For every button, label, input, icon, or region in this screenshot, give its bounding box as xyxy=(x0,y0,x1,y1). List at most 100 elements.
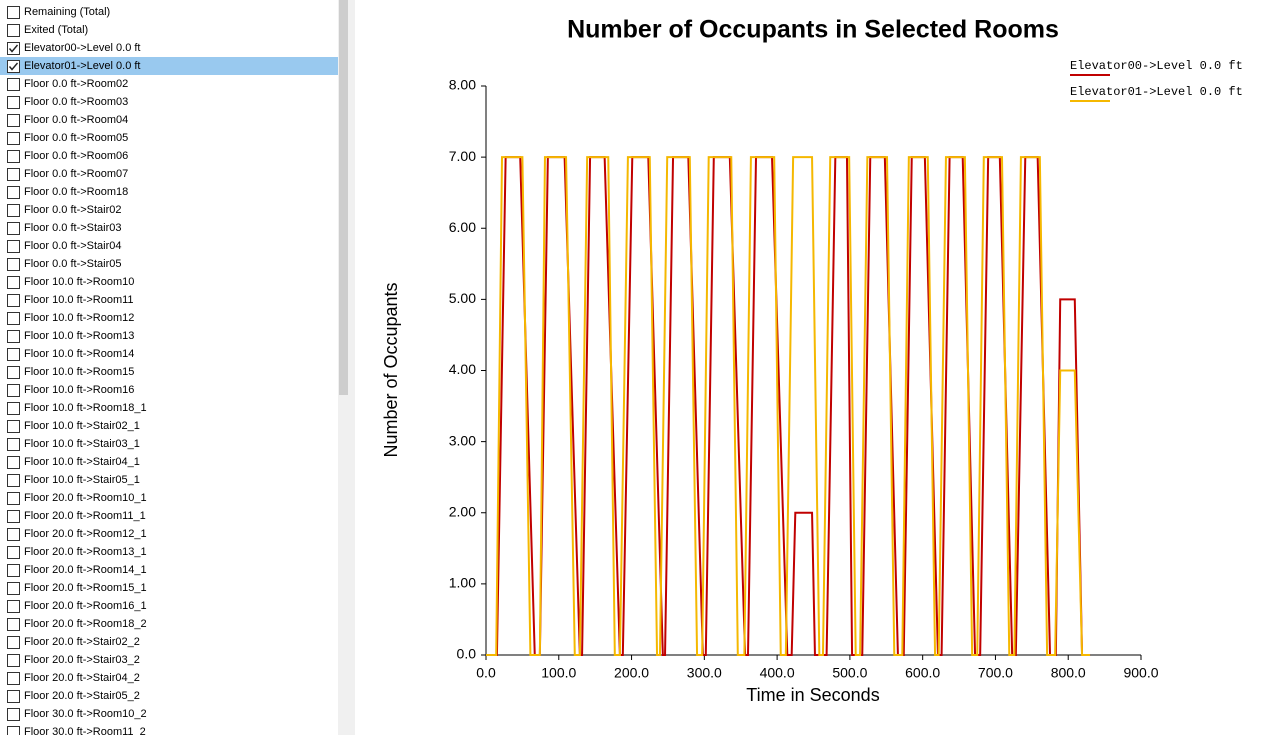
list-row[interactable]: Floor 20.0 ft->Stair02_2 xyxy=(0,633,338,651)
checkbox[interactable] xyxy=(7,492,20,505)
list-row[interactable]: Floor 10.0 ft->Room14 xyxy=(0,345,338,363)
checkbox[interactable] xyxy=(7,96,20,109)
list-row[interactable]: Floor 10.0 ft->Stair02_1 xyxy=(0,417,338,435)
list-row[interactable]: Floor 0.0 ft->Room18 xyxy=(0,183,338,201)
list-label: Floor 0.0 ft->Room05 xyxy=(24,132,129,144)
checkbox[interactable] xyxy=(7,564,20,577)
checkbox[interactable] xyxy=(7,636,20,649)
list-row[interactable]: Floor 20.0 ft->Room11_1 xyxy=(0,507,338,525)
list-row[interactable]: Floor 30.0 ft->Room11_2 xyxy=(0,723,338,735)
checkbox[interactable] xyxy=(7,708,20,721)
list-row[interactable]: Floor 30.0 ft->Room10_2 xyxy=(0,705,338,723)
checkbox[interactable] xyxy=(7,78,20,91)
list-row[interactable]: Floor 0.0 ft->Room06 xyxy=(0,147,338,165)
x-tick-label: 100.0 xyxy=(541,665,576,681)
checkbox[interactable] xyxy=(7,312,20,325)
checkbox[interactable] xyxy=(7,384,20,397)
list-row[interactable]: Floor 0.0 ft->Stair03 xyxy=(0,219,338,237)
checkbox[interactable] xyxy=(7,114,20,127)
list-label: Floor 0.0 ft->Room03 xyxy=(24,96,129,108)
checkbox[interactable] xyxy=(7,240,20,253)
checkbox[interactable] xyxy=(7,600,20,613)
checkbox[interactable] xyxy=(7,60,20,73)
list-row[interactable]: Floor 10.0 ft->Stair03_1 xyxy=(0,435,338,453)
list-row[interactable]: Floor 20.0 ft->Room12_1 xyxy=(0,525,338,543)
checkbox[interactable] xyxy=(7,186,20,199)
legend-label: Elevator01->Level 0.0 ft xyxy=(1070,85,1243,99)
list-row[interactable]: Elevator01->Level 0.0 ft xyxy=(0,57,338,75)
checkbox[interactable] xyxy=(7,456,20,469)
list-row[interactable]: Floor 20.0 ft->Stair03_2 xyxy=(0,651,338,669)
list-row[interactable]: Floor 10.0 ft->Stair04_1 xyxy=(0,453,338,471)
list-row[interactable]: Floor 0.0 ft->Room02 xyxy=(0,75,338,93)
checkbox[interactable] xyxy=(7,654,20,667)
list-row[interactable]: Floor 10.0 ft->Room18_1 xyxy=(0,399,338,417)
checkbox[interactable] xyxy=(7,150,20,163)
list-row[interactable]: Exited (Total) xyxy=(0,21,338,39)
checkbox[interactable] xyxy=(7,402,20,415)
list-row[interactable]: Floor 0.0 ft->Room04 xyxy=(0,111,338,129)
list-row[interactable]: Floor 20.0 ft->Room13_1 xyxy=(0,543,338,561)
checkbox-box xyxy=(7,258,20,271)
checkbox[interactable] xyxy=(7,474,20,487)
list-row[interactable]: Floor 0.0 ft->Stair05 xyxy=(0,255,338,273)
list-row[interactable]: Floor 20.0 ft->Room14_1 xyxy=(0,561,338,579)
checkbox[interactable] xyxy=(7,420,20,433)
checkbox[interactable] xyxy=(7,204,20,217)
list-row[interactable]: Floor 0.0 ft->Room03 xyxy=(0,93,338,111)
checkbox[interactable] xyxy=(7,672,20,685)
list-row[interactable]: Floor 20.0 ft->Room15_1 xyxy=(0,579,338,597)
list-row[interactable]: Floor 20.0 ft->Stair04_2 xyxy=(0,669,338,687)
checkbox[interactable] xyxy=(7,6,20,19)
list-row[interactable]: Floor 10.0 ft->Room12 xyxy=(0,309,338,327)
list-row[interactable]: Floor 20.0 ft->Stair05_2 xyxy=(0,687,338,705)
checkbox[interactable] xyxy=(7,726,20,735)
scroll-thumb[interactable] xyxy=(339,0,348,395)
list-label: Floor 20.0 ft->Stair05_2 xyxy=(24,690,140,702)
list-row[interactable]: Elevator00->Level 0.0 ft xyxy=(0,39,338,57)
list-row[interactable]: Floor 10.0 ft->Room11 xyxy=(0,291,338,309)
list-row[interactable]: Remaining (Total) xyxy=(0,3,338,21)
checkbox-box xyxy=(7,438,20,451)
list-row[interactable]: Floor 20.0 ft->Room18_2 xyxy=(0,615,338,633)
y-tick-label: 8.00 xyxy=(449,77,476,93)
checkbox[interactable] xyxy=(7,348,20,361)
list-row[interactable]: Floor 20.0 ft->Room10_1 xyxy=(0,489,338,507)
checkbox[interactable] xyxy=(7,438,20,451)
checkbox-box xyxy=(7,78,20,91)
checkbox-box xyxy=(7,222,20,235)
list-label: Floor 0.0 ft->Stair05 xyxy=(24,258,122,270)
checkbox[interactable] xyxy=(7,132,20,145)
list-row[interactable]: Floor 0.0 ft->Stair02 xyxy=(0,201,338,219)
list-row[interactable]: Floor 0.0 ft->Stair04 xyxy=(0,237,338,255)
list-row[interactable]: Floor 10.0 ft->Room15 xyxy=(0,363,338,381)
list-label: Floor 20.0 ft->Stair04_2 xyxy=(24,672,140,684)
list-row[interactable]: Floor 10.0 ft->Room10 xyxy=(0,273,338,291)
checkbox[interactable] xyxy=(7,330,20,343)
list-label: Floor 20.0 ft->Room12_1 xyxy=(24,528,147,540)
checkbox[interactable] xyxy=(7,618,20,631)
checkbox[interactable] xyxy=(7,582,20,595)
checkbox[interactable] xyxy=(7,528,20,541)
splitter[interactable] xyxy=(349,0,355,735)
list-row[interactable]: Floor 10.0 ft->Room16 xyxy=(0,381,338,399)
list-row[interactable]: Floor 10.0 ft->Stair05_1 xyxy=(0,471,338,489)
checkbox-box xyxy=(7,708,20,721)
list-row[interactable]: Floor 0.0 ft->Room05 xyxy=(0,129,338,147)
checkbox[interactable] xyxy=(7,222,20,235)
checkbox[interactable] xyxy=(7,168,20,181)
checkbox[interactable] xyxy=(7,546,20,559)
checkbox[interactable] xyxy=(7,510,20,523)
checkbox[interactable] xyxy=(7,276,20,289)
checkbox[interactable] xyxy=(7,366,20,379)
checkbox[interactable] xyxy=(7,690,20,703)
list-label: Floor 20.0 ft->Room15_1 xyxy=(24,582,147,594)
checkbox[interactable] xyxy=(7,24,20,37)
list-label: Floor 10.0 ft->Room14 xyxy=(24,348,135,360)
checkbox[interactable] xyxy=(7,258,20,271)
checkbox[interactable] xyxy=(7,294,20,307)
list-row[interactable]: Floor 20.0 ft->Room16_1 xyxy=(0,597,338,615)
list-row[interactable]: Floor 10.0 ft->Room13 xyxy=(0,327,338,345)
list-row[interactable]: Floor 0.0 ft->Room07 xyxy=(0,165,338,183)
checkbox[interactable] xyxy=(7,42,20,55)
